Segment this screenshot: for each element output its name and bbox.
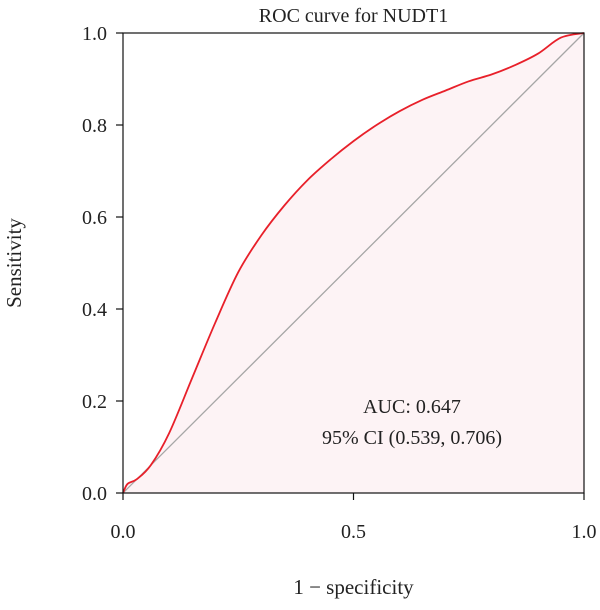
y-axis-ticks: 0.0 0.2 0.4 0.6 0.8 1.0 xyxy=(82,23,123,505)
ci-annotation: 95% CI (0.539, 0.706) xyxy=(322,427,502,449)
y-tick-label: 0.0 xyxy=(82,483,107,505)
auc-annotation: AUC: 0.647 xyxy=(363,396,461,418)
x-axis-label: 1 − specificity xyxy=(293,575,414,599)
x-axis-ticks: 0.0 0.5 1.0 xyxy=(111,493,597,543)
y-tick-label: 0.6 xyxy=(82,207,107,229)
y-tick-label: 0.2 xyxy=(82,391,107,413)
y-tick-label: 0.4 xyxy=(82,299,107,321)
y-tick-label: 1.0 xyxy=(82,23,107,45)
x-tick-label: 0.5 xyxy=(341,521,366,543)
x-tick-label: 0.0 xyxy=(111,521,136,543)
chart-title: ROC curve for NUDT1 xyxy=(259,5,448,27)
y-tick-label: 0.8 xyxy=(82,115,107,137)
roc-curve-line xyxy=(122,32,585,494)
diagonal-reference-line xyxy=(122,32,585,494)
x-tick-label: 1.0 xyxy=(572,521,597,543)
y-axis-label: Sensitivity xyxy=(2,218,26,308)
